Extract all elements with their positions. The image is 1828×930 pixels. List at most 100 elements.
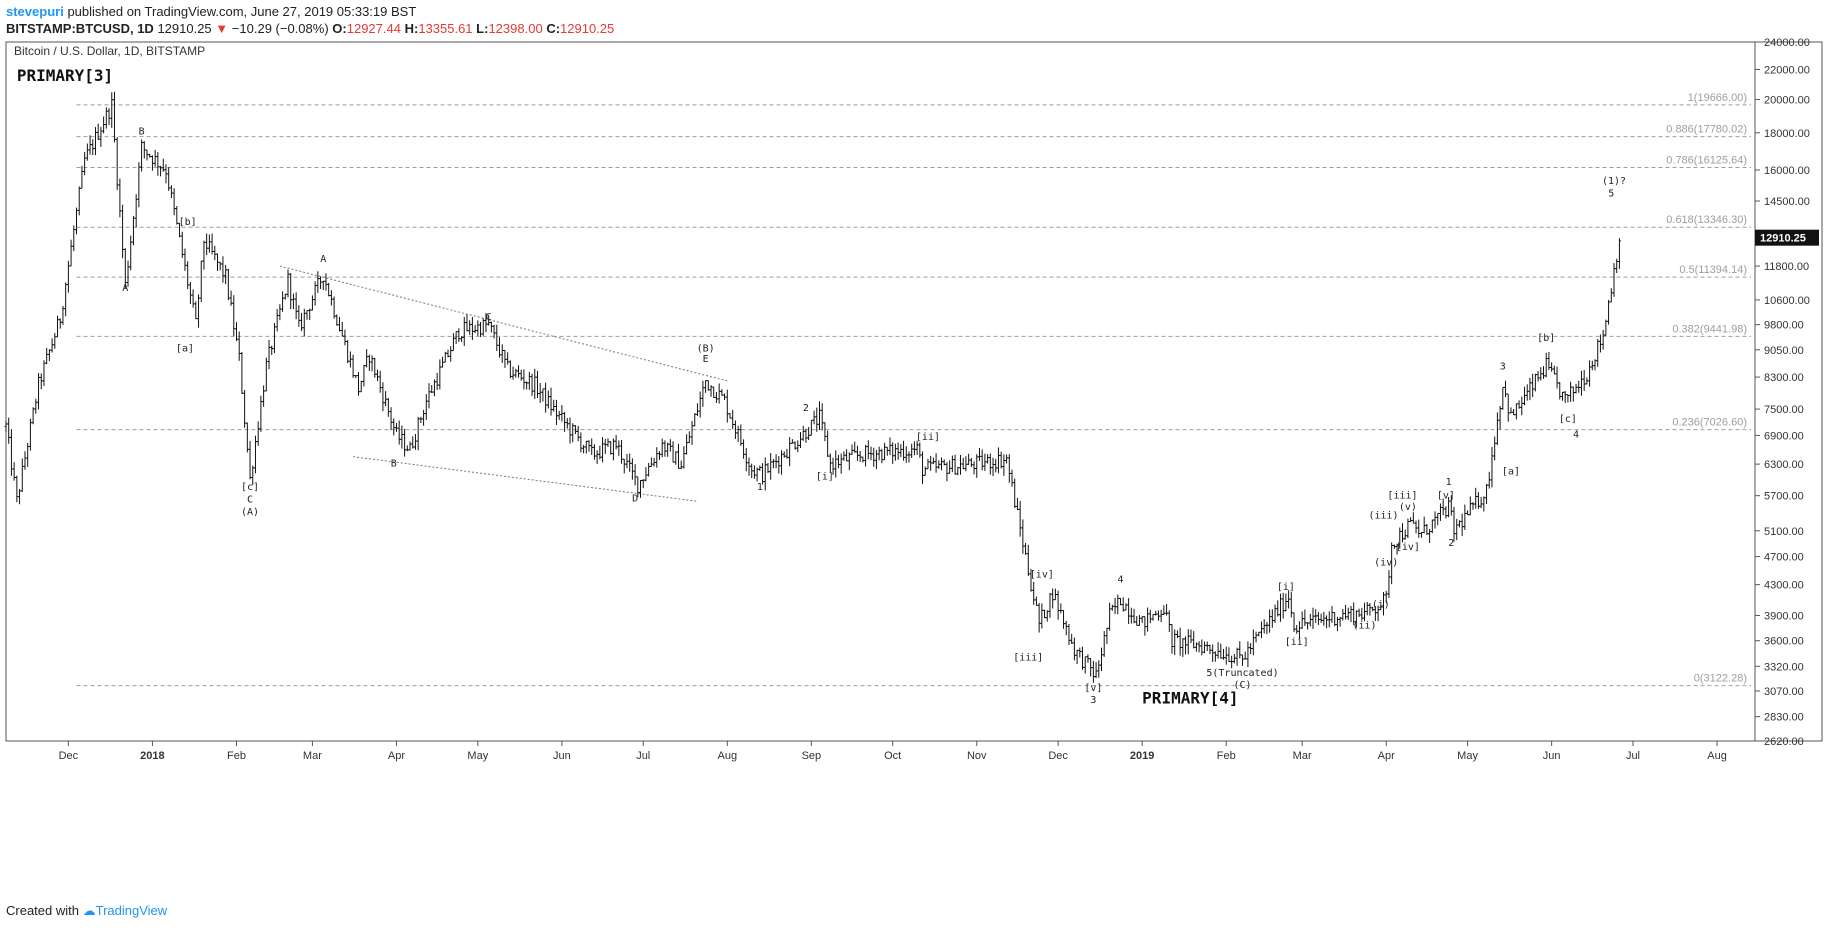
high-value: 13355.61	[418, 21, 473, 36]
y-tick-label: 6900.00	[1764, 430, 1804, 442]
ohlc-bar	[1411, 512, 1415, 524]
ohlc-bar	[188, 281, 192, 305]
ohlc-bar	[639, 479, 643, 498]
ohlc-bar	[443, 351, 447, 363]
ohlc-bar	[370, 355, 374, 372]
fib-level-label: 0.236(7026.60)	[1672, 417, 1747, 429]
ohlc-bar	[1604, 319, 1608, 336]
ohlc-bar	[1015, 497, 1019, 511]
ohlc-bar	[159, 165, 163, 177]
x-tick-label: Dec	[59, 750, 79, 762]
symbol-label: BITSTAMP:BTCUSD, 1D	[6, 21, 154, 36]
ohlc-line: BITSTAMP:BTCUSD, 1D 12910.25 ▼ −10.29 (−…	[6, 21, 614, 36]
ohlc-bar	[609, 441, 613, 455]
tradingview-logo-icon[interactable]: ☁	[82, 903, 96, 918]
ohlc-bar	[1235, 647, 1239, 666]
y-tick-label: 24000.00	[1764, 37, 1810, 49]
ohlc-bar	[37, 373, 41, 410]
ohlc-bar	[693, 413, 697, 427]
ohlc-bar	[1406, 518, 1410, 539]
ohlc-bar	[658, 451, 662, 460]
ohlc-bar	[210, 233, 214, 255]
ohlc-bar	[926, 458, 930, 470]
ohlc-bar	[134, 194, 138, 228]
ohlc-bar	[367, 354, 371, 371]
wave-label: B	[391, 459, 397, 470]
ohlc-bar	[1414, 520, 1418, 534]
ohlc-bar	[793, 441, 797, 450]
ohlc-bar	[563, 411, 567, 432]
wave-label: 4	[1117, 574, 1123, 585]
ohlc-bar	[1037, 602, 1041, 633]
ohlc-bar	[804, 428, 808, 443]
ohlc-bar	[1284, 593, 1288, 612]
ohlc-bar	[378, 370, 382, 393]
ohlc-bar	[611, 438, 615, 461]
ohlc-bar	[603, 438, 607, 454]
ohlc-bar	[617, 440, 621, 456]
ohlc-bar	[1615, 258, 1619, 274]
wave-label: 4	[1573, 430, 1579, 441]
price-chart[interactable]: Bitcoin / U.S. Dollar, 1D, BITSTAMP 2620.…	[0, 36, 1828, 894]
wave-label: A	[122, 283, 128, 294]
fib-level-label: 0.786(16125.64)	[1666, 154, 1747, 166]
ohlc-bar	[1330, 605, 1334, 623]
ohlc-bar	[1278, 593, 1282, 622]
ohlc-bar	[343, 329, 347, 346]
ohlc-bar	[1032, 581, 1036, 605]
chart-title: Bitcoin / U.S. Dollar, 1D, BITSTAMP	[14, 44, 205, 58]
publish-info: published on TradingView.com, June 27, 2…	[67, 4, 417, 19]
x-tick-label: Dec	[1048, 750, 1068, 762]
ohlc-bar	[1051, 588, 1055, 609]
ohlc-bar	[503, 349, 507, 368]
ohlc-bar	[384, 391, 388, 407]
ohlc-bar	[967, 453, 971, 465]
ohlc-bar	[422, 409, 426, 426]
ohlc-bar	[1588, 360, 1592, 387]
ohlc-bar	[1230, 655, 1234, 669]
ohlc-bar	[348, 351, 352, 368]
ohlc-bar	[601, 437, 605, 463]
ohlc-bar	[1403, 529, 1407, 540]
ohlc-bar	[1457, 520, 1461, 528]
x-tick-label: Jul	[1626, 750, 1640, 762]
ohlc-bar	[527, 371, 531, 390]
x-tick-label: May	[467, 750, 488, 762]
ohlc-bar	[855, 445, 859, 461]
fib-level-label: 0.618(13346.30)	[1666, 214, 1747, 226]
ohlc-bar	[1059, 603, 1063, 614]
ohlc-bar	[595, 450, 599, 465]
ohlc-bar	[1124, 603, 1128, 611]
ohlc-bar	[996, 447, 1000, 474]
ohlc-bar	[1333, 612, 1337, 627]
ohlc-bar	[83, 151, 87, 176]
ohlc-bar	[1281, 592, 1285, 619]
ohlc-bar	[1547, 351, 1551, 371]
ohlc-bar	[1341, 609, 1345, 621]
chart-frame	[5, 41, 1823, 742]
ohlc-bar	[400, 425, 404, 449]
down-arrow-icon: ▼	[215, 21, 229, 36]
low-label: L:	[476, 21, 489, 36]
wave-label: [a]	[176, 344, 194, 355]
ohlc-bar	[809, 419, 813, 436]
ohlc-bar	[1189, 629, 1193, 644]
ohlc-bar	[289, 273, 293, 310]
ohlc-bar	[769, 452, 773, 480]
ohlc-bar	[704, 380, 708, 393]
ohlc-bar	[1137, 614, 1141, 626]
ohlc-bar	[931, 457, 935, 465]
author-link[interactable]: stevepuri	[6, 4, 64, 19]
fib-level-label: 0.382(9441.98)	[1672, 323, 1747, 335]
ohlc-bar	[861, 456, 865, 463]
ohlc-bar	[584, 440, 588, 454]
ohlc-bar	[259, 395, 263, 432]
ohlc-bar	[1444, 506, 1448, 519]
ohlc-bar	[1254, 631, 1258, 643]
ohlc-bar	[1224, 646, 1228, 665]
wave-label: [iii]	[1387, 490, 1417, 501]
ohlc-bar	[755, 467, 759, 482]
wave-label: B	[139, 127, 145, 138]
ohlc-bar	[929, 455, 933, 471]
tradingview-link[interactable]: TradingView	[95, 903, 168, 918]
